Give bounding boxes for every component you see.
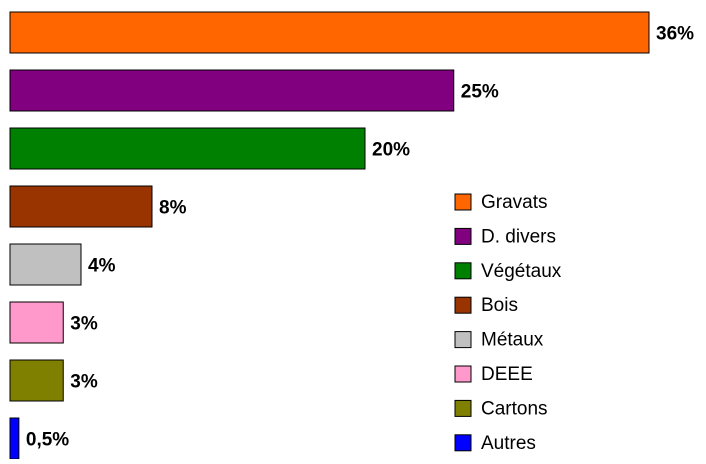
legend-swatch	[454, 365, 472, 383]
legend-label: Métaux	[481, 330, 544, 351]
value-label: 20%	[372, 140, 410, 161]
legend-label: D. divers	[481, 226, 556, 247]
value-label: 3%	[70, 314, 98, 335]
legend-swatch	[454, 331, 472, 349]
bar	[9, 11, 650, 54]
legend-swatch	[454, 227, 472, 245]
legend-label: Cartons	[481, 398, 548, 419]
bar	[9, 185, 153, 228]
legend-label: DEEE	[481, 364, 533, 385]
value-label: 4%	[88, 256, 116, 277]
legend-label: Gravats	[481, 192, 548, 213]
value-label: 8%	[159, 198, 187, 219]
bar	[9, 417, 20, 460]
bar	[9, 127, 366, 170]
legend-label: Bois	[481, 295, 518, 316]
bar	[9, 243, 82, 286]
legend-label: Végétaux	[481, 261, 562, 282]
value-label: 36%	[656, 24, 694, 45]
legend-swatch	[454, 399, 472, 417]
bar	[9, 69, 455, 112]
legend-label: Autres	[481, 433, 536, 454]
legend-swatch	[454, 296, 472, 314]
bar	[9, 359, 64, 402]
legend-swatch	[454, 262, 472, 280]
legend-swatch	[454, 434, 472, 452]
value-label: 0,5%	[26, 430, 69, 451]
legend-swatch	[454, 193, 472, 211]
value-label: 25%	[461, 82, 499, 103]
value-label: 3%	[70, 372, 98, 393]
bar	[9, 301, 64, 344]
